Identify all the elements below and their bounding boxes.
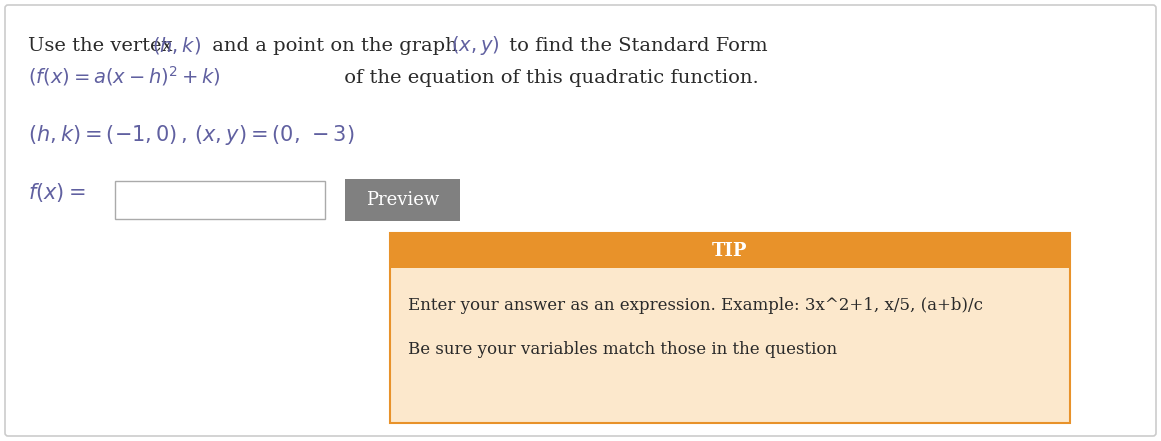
Text: of the equation of this quadratic function.: of the equation of this quadratic functi… (338, 69, 759, 87)
Text: $( f(x) = a(x - h)^2 + k )$: $( f(x) = a(x - h)^2 + k )$ (28, 64, 221, 88)
Text: Enter your answer as an expression. Example: 3x^2+1, x/5, (a+b)/c: Enter your answer as an expression. Exam… (408, 298, 983, 314)
FancyBboxPatch shape (115, 181, 325, 219)
Text: $f(x) =$: $f(x) =$ (28, 181, 86, 204)
Text: Be sure your variables match those in the question: Be sure your variables match those in th… (408, 341, 837, 359)
Text: Preview: Preview (366, 191, 439, 209)
Text: Use the vertex: Use the vertex (28, 37, 179, 55)
FancyBboxPatch shape (345, 179, 460, 221)
Text: $(h, k) = ( - 1, 0) \,, \,(x, y) = (0, \,-3)$: $(h, k) = ( - 1, 0) \,, \,(x, y) = (0, \… (28, 123, 354, 147)
Text: TIP: TIP (712, 242, 748, 259)
FancyBboxPatch shape (5, 5, 1156, 436)
FancyBboxPatch shape (390, 233, 1070, 268)
Text: and a point on the graph: and a point on the graph (205, 37, 464, 55)
Text: to find the Standard Form: to find the Standard Form (503, 37, 767, 55)
Text: $(x, y)$: $(x, y)$ (450, 34, 499, 57)
FancyBboxPatch shape (390, 233, 1070, 423)
Text: $(h, k)$: $(h, k)$ (152, 34, 201, 56)
